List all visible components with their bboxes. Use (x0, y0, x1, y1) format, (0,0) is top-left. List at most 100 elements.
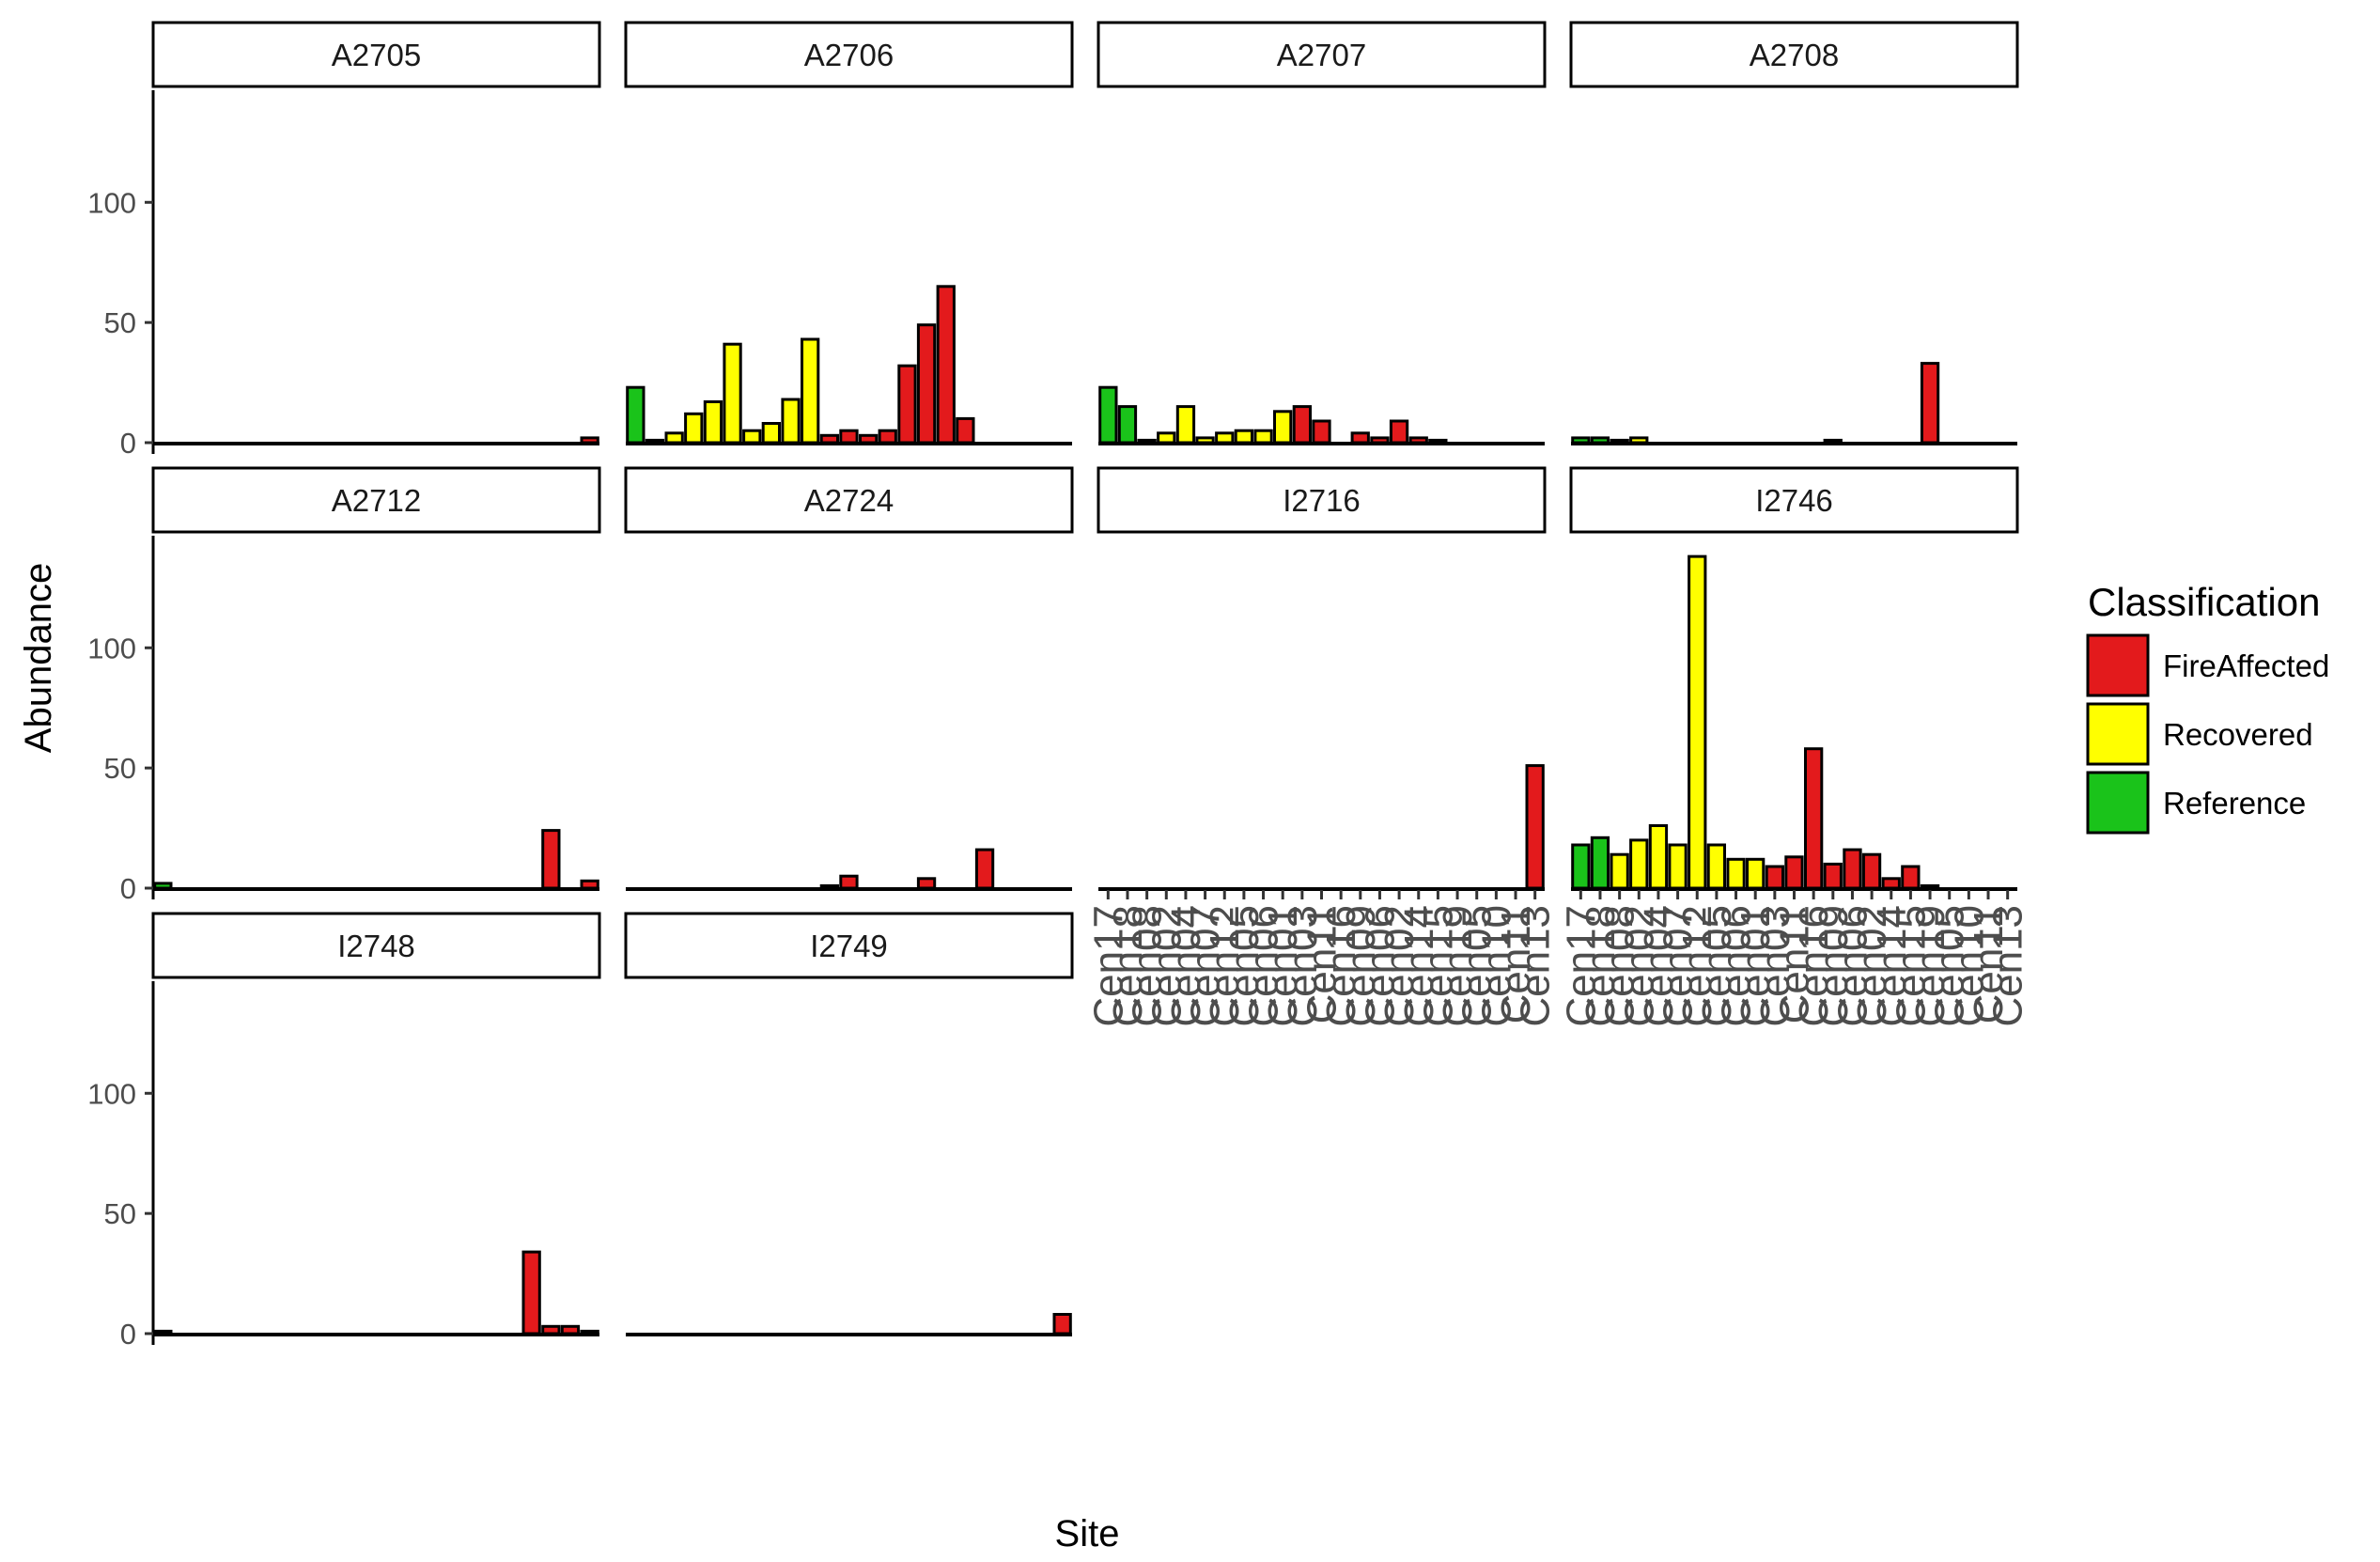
bar (1215, 431, 1235, 445)
facet-strip (151, 21, 601, 88)
panel-A2708: A2708 (1569, 21, 2019, 445)
legend-entries: FireAffected Recovered Reference (2086, 633, 2329, 835)
x-tick-label: Cen09 (1811, 905, 1857, 1027)
x-tick-label: Cen15 (1415, 905, 1461, 1027)
y-tick-label: 0 (120, 872, 136, 905)
bar (974, 848, 995, 890)
x-tick-label: Cen03 (1280, 905, 1326, 1027)
bar (1117, 405, 1138, 445)
bar (684, 412, 704, 445)
bar (1823, 862, 1843, 890)
bar (541, 829, 561, 890)
bar (859, 433, 879, 445)
x-tick-label: Cen16 (1791, 905, 1837, 1027)
x-tick-label: Cen02 (1377, 905, 1423, 1027)
bar (742, 429, 762, 445)
panel-A2724: A2724 (624, 466, 1074, 891)
x-tick-label: Cen16 (1318, 905, 1364, 1027)
x-tick-label: Cen14 (1396, 905, 1442, 1027)
x-tick-label: Cen10 (1946, 905, 1992, 1027)
bar (1901, 865, 1921, 890)
bar (956, 416, 975, 445)
x-tick-label: Cen05 (1221, 905, 1268, 1027)
x-tick-label: Cen09 (1338, 905, 1384, 1027)
bar (1571, 843, 1591, 890)
bar (839, 429, 859, 445)
x-tick-label: Cen13 (1513, 905, 1559, 1027)
x-tick-label: Cen06 (1241, 905, 1287, 1027)
legend-label: Recovered (2163, 717, 2313, 752)
facet-label: A2707 (1277, 38, 1366, 72)
bar (897, 364, 917, 445)
bar (1253, 429, 1273, 445)
bar (1861, 852, 1882, 890)
y-tick-label: 0 (120, 427, 136, 460)
legend-key (2086, 702, 2150, 766)
x-tick-label: Cen11 (1772, 905, 1818, 1023)
bar (1590, 836, 1610, 890)
bar (626, 385, 646, 445)
x-tick-label: Cen17 (1085, 905, 1131, 1027)
bar (1610, 852, 1629, 890)
x-axis-label: Site (1055, 1513, 1120, 1554)
bar (1804, 747, 1824, 890)
x-tick-label: Cen17 (1558, 905, 1604, 1027)
legend-key (2086, 771, 2150, 835)
bar (1881, 877, 1901, 890)
bar (580, 879, 599, 890)
x-tick-label: Cen07 (1183, 905, 1229, 1027)
legend: Classification FireAffected Recovered Refe… (2086, 580, 2329, 835)
x-tick-label: Cen19 (1907, 905, 1953, 1027)
facet-strip (1097, 466, 1547, 534)
bar (1668, 843, 1688, 890)
facet-strip (624, 21, 1074, 88)
x-tick-label: Cen11 (1966, 905, 2012, 1023)
bar (1920, 362, 1940, 445)
x-tick-label: Cen08 (1125, 905, 1171, 1027)
bar (703, 400, 723, 445)
bar (521, 1250, 541, 1336)
bar (1688, 555, 1707, 890)
x-tick-label: Cen12 (1674, 905, 1720, 1027)
bar (1052, 1313, 1072, 1336)
facet-label: I2748 (337, 929, 415, 963)
facet-label: A2706 (804, 38, 894, 72)
x-tick-label: Cen10 (1473, 905, 1519, 1027)
bar (1843, 848, 1862, 890)
bar (1350, 431, 1370, 445)
y-axis-label: Abundance (18, 563, 59, 753)
bar (541, 1324, 561, 1336)
x-tick-label: Cen02 (1143, 905, 1190, 1027)
panel-I2748: I2748 0 50 100 (87, 912, 601, 1351)
bar (1765, 865, 1784, 890)
facet-label: A2708 (1750, 38, 1839, 72)
x-tick-label: Cen02 (1849, 905, 1895, 1027)
panel-I2716: I2716Cen17Cen18Cen08Cen02Cen04Cen07Cen12… (1085, 466, 1559, 1027)
facet-strip (1569, 21, 2019, 88)
facet-label: I2716 (1283, 483, 1361, 518)
bar (1648, 824, 1669, 890)
facet-label: A2724 (804, 483, 894, 518)
x-tick-label: Cen18 (1105, 905, 1151, 1027)
bar (1746, 857, 1766, 890)
x-tick-label: Cen06 (1358, 905, 1404, 1027)
bar (1389, 419, 1409, 445)
x-tick-label: Cen11 (1299, 905, 1346, 1023)
x-tick-label: Cen01 (1260, 905, 1306, 1027)
bar (1784, 855, 1804, 890)
bar (936, 285, 956, 445)
panel-I2749: I2749 (624, 912, 1074, 1336)
facet-strip (624, 466, 1074, 534)
bar (781, 398, 801, 445)
bar (916, 323, 937, 445)
y-tick-label: 100 (87, 186, 136, 219)
y-tick-label: 100 (87, 1077, 136, 1110)
bar (1175, 405, 1196, 445)
facet-strip (1097, 21, 1547, 88)
y-tick-label: 100 (87, 632, 136, 664)
bar (819, 433, 840, 445)
legend-label: FireAffected (2163, 648, 2329, 683)
bar (1234, 429, 1253, 445)
